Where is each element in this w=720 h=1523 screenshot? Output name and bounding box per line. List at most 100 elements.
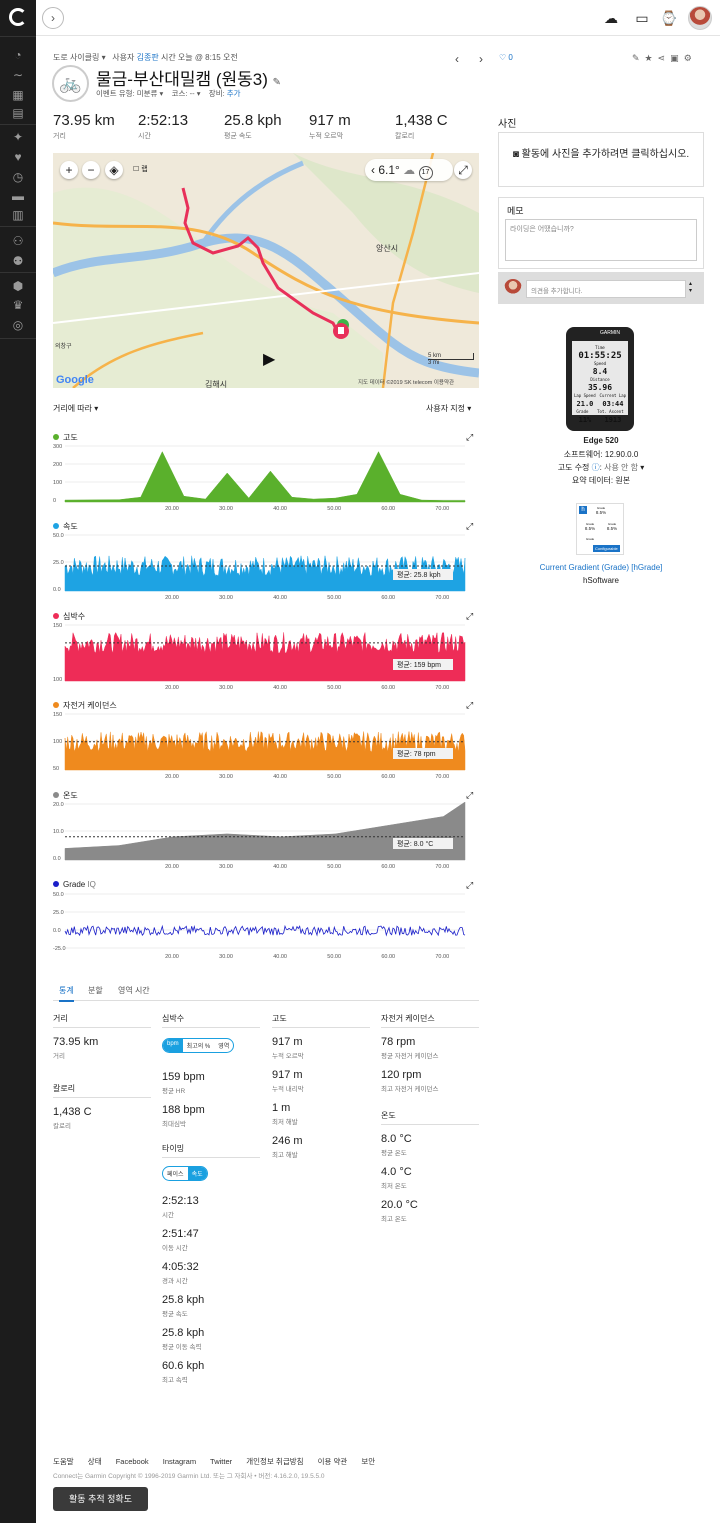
comment-input[interactable]: 의견을 추가합니다. — [526, 280, 686, 298]
fullscreen-icon[interactable]: ⤢ — [454, 161, 472, 179]
map-layers-icon[interactable]: ◈ — [105, 161, 123, 179]
activity-type[interactable]: 도로 사이클링 — [53, 53, 100, 62]
groups-icon[interactable]: ⚉ — [12, 254, 24, 268]
equipment-add-link[interactable]: 추가 — [226, 89, 241, 98]
reports-icon[interactable]: ▤ — [12, 106, 24, 120]
footer-link[interactable]: Twitter — [210, 1457, 233, 1466]
prev-activity-icon[interactable]: ‹ — [455, 52, 459, 66]
unit-percent-max[interactable]: 최고의 % — [186, 1044, 211, 1050]
kpi-label: 칼로리 — [395, 133, 415, 140]
expand-chart-icon[interactable]: ⤢ — [466, 611, 474, 621]
kpi-value: 917 m — [309, 112, 351, 129]
weather-widget[interactable]: ‹ 6.1° ☁ 17 — [365, 159, 453, 181]
stat-item: 20.0 °C 최고 온도 — [381, 1199, 479, 1223]
footer-link[interactable]: 도움말 — [53, 1457, 74, 1466]
connections-icon[interactable]: ⚇ — [12, 234, 24, 248]
inbox-icon[interactable]: ▭ — [635, 10, 649, 26]
chart-temp[interactable]: 20.0 10.0 0.0 평균: 8.0 °C 20.00 30.00 40.00 50.0… — [53, 802, 481, 874]
memo-input[interactable]: 라이딩은 어땠습니까? — [505, 219, 697, 261]
weather-prev-icon[interactable]: ‹ — [371, 163, 375, 177]
help-icon[interactable]: ⓘ — [591, 463, 600, 472]
chart-cadence[interactable]: 150 100 50 평균: 78 rpm 20.00 30.00 40.00 50.00 60… — [53, 712, 481, 784]
unit-bpm[interactable]: bpm — [163, 1039, 183, 1052]
lock-icon[interactable]: ▣ — [670, 53, 684, 63]
laps-toggle[interactable]: ☐ 랩 — [133, 166, 148, 173]
footer-link[interactable]: Facebook — [115, 1457, 149, 1466]
stat-item: 73.95 km 거리 — [53, 1036, 151, 1060]
stats-distance: 거리 73.95 km 거리 칼로리 1,438 C 칼로리 — [53, 1013, 151, 1139]
edit-icon[interactable]: ✎ — [632, 53, 645, 63]
target-icon[interactable]: ◎ — [12, 318, 24, 332]
share-icon[interactable]: ⋖ — [657, 53, 671, 63]
gear-shoe-icon[interactable]: ▬ — [12, 189, 24, 203]
custom-dropdown[interactable]: 사용자 지정 ▾ — [426, 404, 472, 413]
stat-label: 이동 시간 — [162, 1245, 188, 1252]
expand-chart-icon[interactable]: ⤢ — [466, 432, 474, 442]
upload-cloud-icon[interactable]: ☁ — [604, 10, 618, 26]
expand-chart-icon[interactable]: ⤢ — [466, 521, 474, 531]
training-icon[interactable]: ✦ — [12, 130, 24, 144]
gear-icon[interactable]: ⚙ — [683, 53, 697, 63]
route-map[interactable]: + − ◈ ☐ 랩 ‹ 6.1° ☁ 17 ⤢ 양산시 김해시 의창구 ▶ Go… — [53, 153, 479, 388]
comment-scroll-icon[interactable]: ▴ ▾ — [689, 281, 693, 294]
expand-chart-icon[interactable]: ⤢ — [466, 700, 474, 710]
footer-link[interactable]: 상태 — [87, 1457, 102, 1466]
next-activity-icon[interactable]: › — [479, 52, 484, 66]
iq-app-link[interactable]: Current Gradient (Grade) [hGrade] — [498, 563, 704, 572]
stat-item: 246 m 최고 해발 — [272, 1135, 370, 1159]
tab-zones[interactable]: 영역 시간 — [118, 986, 150, 995]
chart-speed[interactable]: 50.0 25.0 0.0 평균: 25.8 kph 20.00 30.00 40.00 50… — [53, 533, 481, 605]
x-axis-dropdown[interactable]: 거리에 따라 ▾ — [53, 404, 99, 413]
iq-app-thumbnail[interactable]: h Grade 8.5% Grade 8.5% Grade 8.5% Grade Co… — [576, 503, 624, 555]
stat-value: 8.0 °C — [381, 1133, 412, 1145]
activity-accuracy-button[interactable]: 활동 추적 정확도 — [53, 1487, 148, 1511]
chart-grade[interactable]: 50.0 25.0 0.0 -25.0 20.00 30.00 40.00 50.00 60.0… — [53, 892, 481, 964]
unit-pace[interactable]: 페이스 — [167, 1172, 184, 1178]
x-tick-label: 60.00 — [381, 864, 395, 870]
x-tick-label: 30.00 — [219, 954, 233, 960]
watch-device-icon[interactable]: ⌚ — [660, 10, 678, 26]
garmin-connect-logo-icon[interactable] — [9, 8, 27, 26]
expand-chart-icon[interactable]: ⤢ — [466, 790, 474, 800]
footer-link[interactable]: 개인정보 취급방침 — [246, 1457, 304, 1466]
stopwatch-icon[interactable]: ◷ — [12, 170, 24, 184]
zoom-out-button[interactable]: − — [82, 161, 100, 179]
user-link[interactable]: 김종판 — [136, 53, 159, 62]
chart-heart[interactable]: 150 100 평균: 159 bpm 20.00 30.00 40.00 50.00 60.… — [53, 623, 481, 695]
elev-corr-dropdown[interactable]: 사용 안 함 — [604, 463, 638, 472]
event-type[interactable]: 이벤트 유형: 미분류 — [96, 89, 158, 98]
course[interactable]: 코스: -- — [171, 89, 195, 98]
unit-speed[interactable]: 속도 — [187, 1167, 207, 1180]
user-avatar[interactable] — [688, 6, 712, 30]
zoom-in-button[interactable]: + — [60, 161, 78, 179]
tab-splits[interactable]: 분할 — [88, 986, 103, 995]
average-label: 평균: 8.0 °C — [397, 839, 433, 848]
dashboard-icon[interactable]: ◔ — [14, 48, 22, 62]
summary-data: 요약 데이터: 원본 — [571, 476, 631, 485]
footer-link[interactable]: Instagram — [162, 1457, 197, 1466]
badges-icon[interactable]: ⬢ — [12, 279, 24, 293]
trophy-icon[interactable]: ♛ — [12, 298, 24, 312]
comment-bar: 의견을 추가합니다. ▴ ▾ — [498, 272, 704, 304]
edit-pencil-icon[interactable]: ✎ — [272, 77, 282, 88]
tab-stats[interactable]: 통계 — [59, 985, 74, 1002]
stat-label: 누적 내리막 — [272, 1086, 304, 1093]
activity-stream-icon[interactable]: ∼ — [12, 68, 24, 82]
unit-zones[interactable]: 영역 — [218, 1044, 230, 1050]
footer-link[interactable]: 이용 약관 — [317, 1457, 348, 1466]
expand-chart-icon[interactable]: ⤢ — [466, 880, 474, 890]
stat-label: 경과 시간 — [162, 1278, 188, 1285]
iq-app-title[interactable]: Current Gradient (Grade) [hGrade] — [539, 563, 663, 572]
calendar-icon[interactable]: ▦ — [12, 88, 24, 102]
footer-link[interactable]: 보안 — [361, 1457, 376, 1466]
star-icon[interactable]: ★ — [644, 53, 658, 63]
play-route-icon[interactable]: ▶ — [263, 351, 276, 368]
chart-elevation[interactable]: 300 200 100 0 20.00 30.00 40.00 50.00 60.00 70.00 — [53, 444, 481, 516]
x-tick-label: 50.00 — [327, 595, 341, 601]
add-photo-button[interactable]: ◙ 활동에 사진을 추가하려면 클릭하십시오. — [498, 132, 704, 187]
activity-title[interactable]: 물금-부산대밀캠 (원동3) ✎ — [96, 65, 281, 90]
expand-sidebar-button[interactable]: › — [42, 7, 64, 29]
like-button[interactable]: ♡ 0 — [499, 53, 513, 62]
insights-chart-icon[interactable]: ▥ — [12, 208, 24, 222]
health-heart-icon[interactable]: ♥ — [14, 150, 22, 164]
